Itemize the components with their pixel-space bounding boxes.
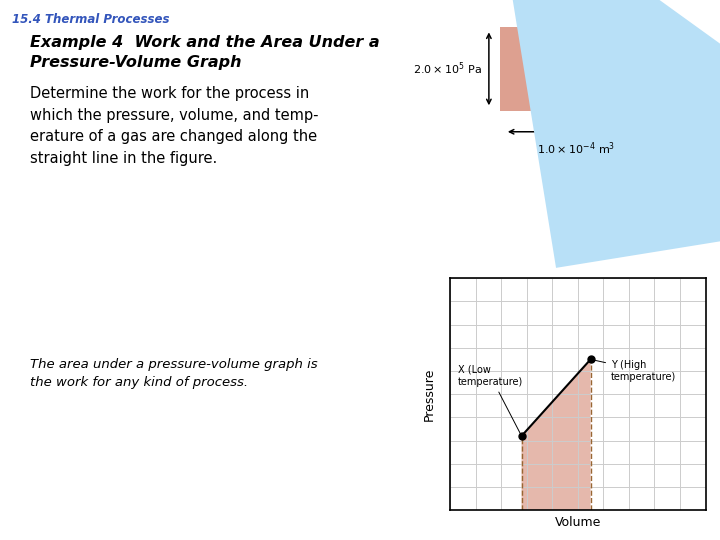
Text: Example 4  Work and the Area Under a
Pressure-Volume Graph: Example 4 Work and the Area Under a Pres…: [30, 35, 379, 70]
Text: X (Low
temperature): X (Low temperature): [458, 364, 523, 434]
Text: $1.0 \times 10^{-4}\ \mathrm{m}^3$: $1.0 \times 10^{-4}\ \mathrm{m}^3$: [537, 140, 615, 157]
Text: 15.4 Thermal Processes: 15.4 Thermal Processes: [12, 13, 169, 26]
Text: The area under a pressure-volume graph is
the work for any kind of process.: The area under a pressure-volume graph i…: [30, 358, 318, 389]
Text: $2.0 \times 10^5$ Pa: $2.0 \times 10^5$ Pa: [413, 60, 482, 77]
Polygon shape: [521, 360, 590, 510]
X-axis label: Volume: Volume: [554, 516, 601, 529]
Text: Y (High
temperature): Y (High temperature): [593, 360, 676, 382]
Y-axis label: Pressure: Pressure: [423, 368, 436, 421]
Text: Determine the work for the process in
which the pressure, volume, and temp-
erat: Determine the work for the process in wh…: [30, 86, 318, 166]
